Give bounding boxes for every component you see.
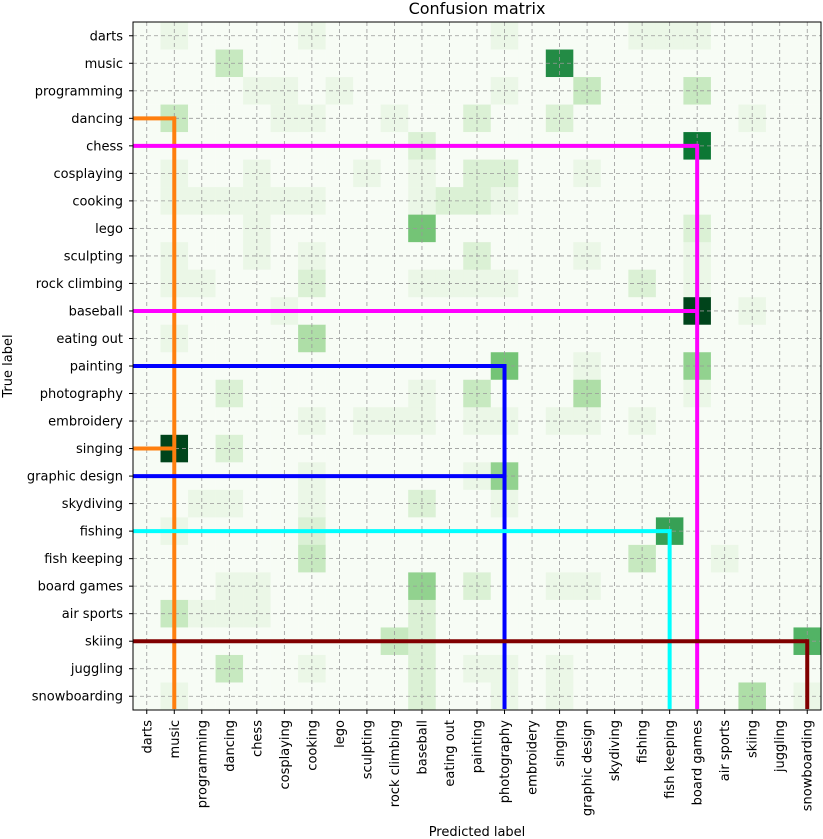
- x-tick-label: snowboarding: [801, 720, 816, 811]
- x-tick-label: singing: [553, 720, 568, 767]
- x-tick-label: chess: [250, 720, 265, 757]
- x-tick-label: cosplaying: [278, 720, 293, 790]
- x-tick-labels: darts music programming dancing chess cosplay…: [140, 710, 816, 816]
- x-tick-label: painting: [471, 720, 486, 773]
- y-tick-label: baseball: [69, 304, 123, 319]
- y-tick-label: cosplaying: [53, 167, 123, 182]
- x-tick-label: skiing: [746, 720, 761, 758]
- y-tick-label: cooking: [72, 194, 123, 209]
- y-tick-label: programming: [35, 84, 123, 99]
- y-tick-label: juggling: [70, 662, 123, 677]
- x-tick-label: skydiving: [608, 720, 623, 781]
- y-tick-label: lego: [95, 222, 123, 237]
- y-tick-label: darts: [90, 29, 124, 44]
- x-tick-label: baseball: [415, 720, 430, 774]
- y-tick-label: eating out: [56, 332, 123, 347]
- x-tick-label: music: [168, 720, 183, 758]
- x-tick-label: rock climbing: [388, 720, 403, 807]
- y-tick-label: music: [85, 57, 123, 72]
- highlight-paths: [133, 116, 810, 709]
- y-tick-label: graphic design: [27, 470, 123, 485]
- x-tick-label: lego: [333, 720, 348, 748]
- x-tick-label: air sports: [718, 720, 733, 781]
- x-tick-label: cooking: [305, 720, 320, 771]
- chart-title: Confusion matrix: [409, 0, 546, 18]
- x-axis-label: Predicted label: [429, 825, 526, 839]
- x-tick-label: darts: [140, 720, 155, 754]
- x-tick-label: photography: [498, 720, 513, 804]
- y-tick-label: sculpting: [64, 249, 123, 264]
- x-tick-label: eating out: [443, 720, 458, 787]
- y-tick-label: fish keeping: [44, 552, 123, 567]
- x-tick-label: sculpting: [360, 720, 375, 779]
- x-tick-label: juggling: [773, 720, 788, 773]
- y-tick-label: board games: [38, 580, 124, 595]
- y-tick-label: singing: [76, 442, 123, 457]
- y-tick-label: dancing: [71, 112, 123, 127]
- y-tick-label: skydiving: [62, 497, 123, 512]
- y-tick-labels: darts music programming dancing chess cosplay…: [27, 29, 133, 705]
- y-tick-label: fishing: [80, 525, 123, 540]
- x-tick-label: dancing: [223, 720, 238, 772]
- y-tick-label: embroidery: [48, 415, 123, 430]
- y-axis-label: True label: [1, 334, 16, 398]
- x-tick-label: board games: [691, 720, 706, 806]
- x-tick-label: graphic design: [581, 720, 596, 816]
- y-tick-label: air sports: [62, 607, 123, 622]
- y-tick-label: chess: [86, 139, 123, 154]
- y-tick-label: snowboarding: [32, 690, 123, 705]
- x-tick-label: embroidery: [526, 720, 541, 795]
- y-tick-label: skiing: [85, 635, 123, 650]
- y-tick-label: painting: [70, 360, 123, 375]
- y-tick-label: rock climbing: [36, 277, 123, 292]
- x-tick-label: fish keeping: [663, 720, 678, 799]
- x-tick-label: programming: [195, 720, 210, 808]
- y-tick-label: photography: [40, 387, 124, 402]
- x-tick-label: fishing: [636, 720, 651, 763]
